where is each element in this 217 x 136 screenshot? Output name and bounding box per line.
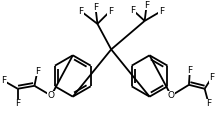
Text: F: F [209, 73, 214, 82]
Text: F: F [78, 7, 83, 16]
Text: F: F [93, 3, 98, 12]
Text: F: F [159, 7, 164, 16]
Text: F: F [35, 67, 40, 76]
Text: F: F [15, 99, 20, 108]
Text: F: F [108, 7, 113, 16]
Text: F: F [206, 99, 211, 108]
Text: F: F [144, 1, 149, 10]
Text: F: F [187, 66, 192, 75]
Text: O: O [48, 91, 55, 100]
Text: O: O [168, 91, 175, 100]
Text: F: F [1, 76, 7, 85]
Text: F: F [130, 6, 135, 15]
